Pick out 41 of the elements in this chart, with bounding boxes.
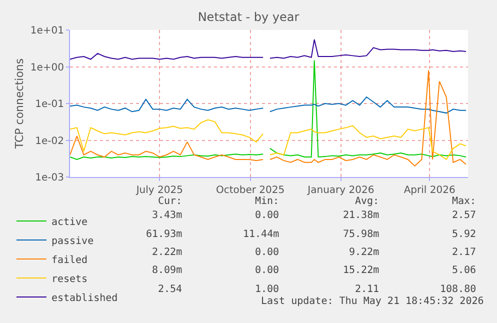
text: 108.80 — [440, 284, 476, 295]
text: 9.22m — [349, 247, 380, 258]
text: 0.00 — [255, 247, 280, 258]
text: 61.93m — [146, 229, 182, 240]
text: 5.06 — [452, 265, 476, 276]
legend-label: resets — [51, 274, 88, 285]
text: 0.00 — [255, 265, 280, 276]
text: Last update: Thu May 21 18:45:32 2026 — [261, 296, 484, 307]
text: 21.38m — [343, 210, 380, 221]
legend-label: established — [51, 292, 118, 304]
text: 3.43m — [152, 210, 182, 221]
y-axis-title: TCP connections — [13, 58, 26, 150]
legend-label: failed — [51, 254, 88, 266]
x-tick-label: April 2026 — [404, 185, 456, 196]
y-tick-label: 1e-01 — [35, 99, 64, 110]
text: 15.22m — [343, 265, 380, 276]
text: 2.57 — [452, 210, 476, 221]
legend-label: active — [51, 216, 88, 228]
chart-title: Netstat - by year — [198, 10, 300, 24]
y-tick-label: 1e+01 — [30, 26, 64, 36]
text: 2.11 — [355, 284, 380, 295]
text: Avg: — [355, 196, 380, 207]
y-tick-label: 1e-03 — [35, 172, 64, 184]
text: Min: — [255, 196, 280, 207]
text: 2.17 — [452, 247, 476, 258]
text: Cur: — [158, 196, 182, 207]
text: 0.00 — [255, 210, 280, 221]
text: 5.92 — [452, 229, 476, 240]
x-tick-label: July 2025 — [135, 185, 183, 196]
text: 75.98m — [343, 229, 380, 240]
y-tick-label: 1e-02 — [35, 136, 64, 147]
legend-label: passive — [51, 236, 94, 247]
text: 11.44m — [243, 229, 280, 240]
text: 8.09m — [152, 265, 182, 276]
text: Max: — [452, 196, 476, 207]
x-tick-label: January 2026 — [306, 185, 374, 196]
x-tick-label: October 2025 — [216, 185, 285, 196]
text: 2.22m — [152, 247, 182, 258]
text: 2.54 — [158, 284, 182, 295]
text: 1.00 — [255, 284, 280, 295]
y-tick-label: 1e+00 — [30, 62, 64, 74]
